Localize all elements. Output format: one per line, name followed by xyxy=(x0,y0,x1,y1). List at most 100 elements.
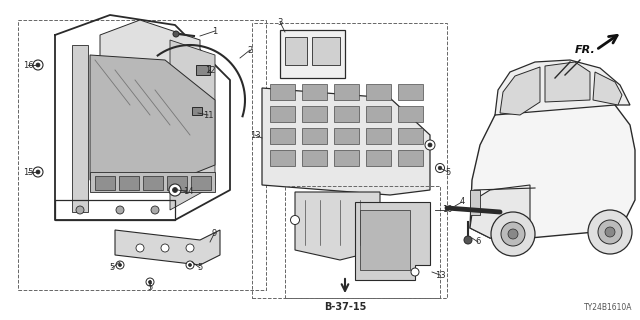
Text: 5: 5 xyxy=(109,263,115,273)
Circle shape xyxy=(161,244,169,252)
Bar xyxy=(398,128,423,144)
Circle shape xyxy=(148,281,152,284)
Circle shape xyxy=(146,278,154,286)
Bar xyxy=(366,128,391,144)
Text: 13: 13 xyxy=(435,270,445,279)
Bar xyxy=(470,190,480,215)
Polygon shape xyxy=(470,185,530,238)
Circle shape xyxy=(186,261,194,269)
Bar xyxy=(191,176,211,190)
Circle shape xyxy=(508,229,518,239)
Polygon shape xyxy=(470,88,635,238)
Polygon shape xyxy=(593,72,622,105)
Text: 2: 2 xyxy=(248,45,253,54)
Circle shape xyxy=(173,31,179,37)
Bar xyxy=(192,107,202,115)
Circle shape xyxy=(118,263,122,267)
Polygon shape xyxy=(355,202,430,280)
Text: B-37-15: B-37-15 xyxy=(324,302,366,312)
Bar xyxy=(196,65,210,75)
Bar xyxy=(270,84,295,100)
Text: 16: 16 xyxy=(22,60,33,69)
Bar xyxy=(18,20,266,290)
Bar xyxy=(285,37,307,65)
Circle shape xyxy=(411,268,419,276)
Circle shape xyxy=(33,60,43,70)
Circle shape xyxy=(588,210,632,254)
Bar xyxy=(270,150,295,166)
Bar xyxy=(366,150,391,166)
Bar xyxy=(334,128,359,144)
Text: 9: 9 xyxy=(211,229,216,238)
Circle shape xyxy=(598,220,622,244)
Circle shape xyxy=(491,212,535,256)
Circle shape xyxy=(36,170,40,174)
Circle shape xyxy=(435,164,445,172)
Bar xyxy=(167,176,187,190)
Polygon shape xyxy=(500,67,540,115)
Circle shape xyxy=(428,143,432,147)
Text: 3: 3 xyxy=(277,18,283,27)
Text: 14: 14 xyxy=(183,188,193,196)
Bar xyxy=(334,84,359,100)
Polygon shape xyxy=(90,172,215,192)
Circle shape xyxy=(189,263,191,267)
Circle shape xyxy=(151,206,159,214)
Text: 11: 11 xyxy=(203,110,213,119)
Circle shape xyxy=(76,206,84,214)
Bar xyxy=(366,106,391,122)
Polygon shape xyxy=(90,55,215,185)
Text: 1: 1 xyxy=(212,27,218,36)
Circle shape xyxy=(33,167,43,177)
Circle shape xyxy=(605,227,615,237)
Bar xyxy=(366,84,391,100)
Circle shape xyxy=(425,140,435,150)
Polygon shape xyxy=(72,45,88,212)
Bar xyxy=(312,37,340,65)
Bar xyxy=(119,176,139,190)
Bar xyxy=(302,84,327,100)
Polygon shape xyxy=(295,192,380,260)
Bar xyxy=(302,150,327,166)
Circle shape xyxy=(116,206,124,214)
Polygon shape xyxy=(495,60,630,115)
Polygon shape xyxy=(170,40,215,210)
Circle shape xyxy=(173,188,177,193)
Text: 12: 12 xyxy=(205,66,215,75)
Bar xyxy=(398,106,423,122)
Bar xyxy=(270,106,295,122)
Circle shape xyxy=(464,236,472,244)
Circle shape xyxy=(501,222,525,246)
Bar xyxy=(360,210,410,270)
Circle shape xyxy=(136,244,144,252)
Circle shape xyxy=(291,215,300,225)
Circle shape xyxy=(169,184,181,196)
Text: 5: 5 xyxy=(147,284,152,292)
Polygon shape xyxy=(100,20,200,100)
Polygon shape xyxy=(115,230,220,265)
Text: 6: 6 xyxy=(476,237,481,246)
Bar xyxy=(302,128,327,144)
Bar xyxy=(270,128,295,144)
Circle shape xyxy=(186,244,194,252)
Bar xyxy=(302,106,327,122)
Text: TY24B1610A: TY24B1610A xyxy=(584,303,632,312)
Bar xyxy=(285,186,440,298)
Bar xyxy=(334,150,359,166)
Bar xyxy=(398,150,423,166)
Text: 5: 5 xyxy=(197,263,203,273)
Circle shape xyxy=(36,63,40,67)
Bar xyxy=(280,30,345,78)
Text: FR.: FR. xyxy=(575,45,596,55)
Text: 13: 13 xyxy=(250,131,260,140)
Polygon shape xyxy=(262,88,430,195)
Text: 15: 15 xyxy=(23,167,33,177)
Circle shape xyxy=(438,166,442,170)
Bar xyxy=(143,176,163,190)
Polygon shape xyxy=(545,62,590,102)
Bar xyxy=(398,84,423,100)
Bar xyxy=(252,23,447,298)
Circle shape xyxy=(116,261,124,269)
Text: 10: 10 xyxy=(442,205,452,214)
Text: 5: 5 xyxy=(445,167,451,177)
